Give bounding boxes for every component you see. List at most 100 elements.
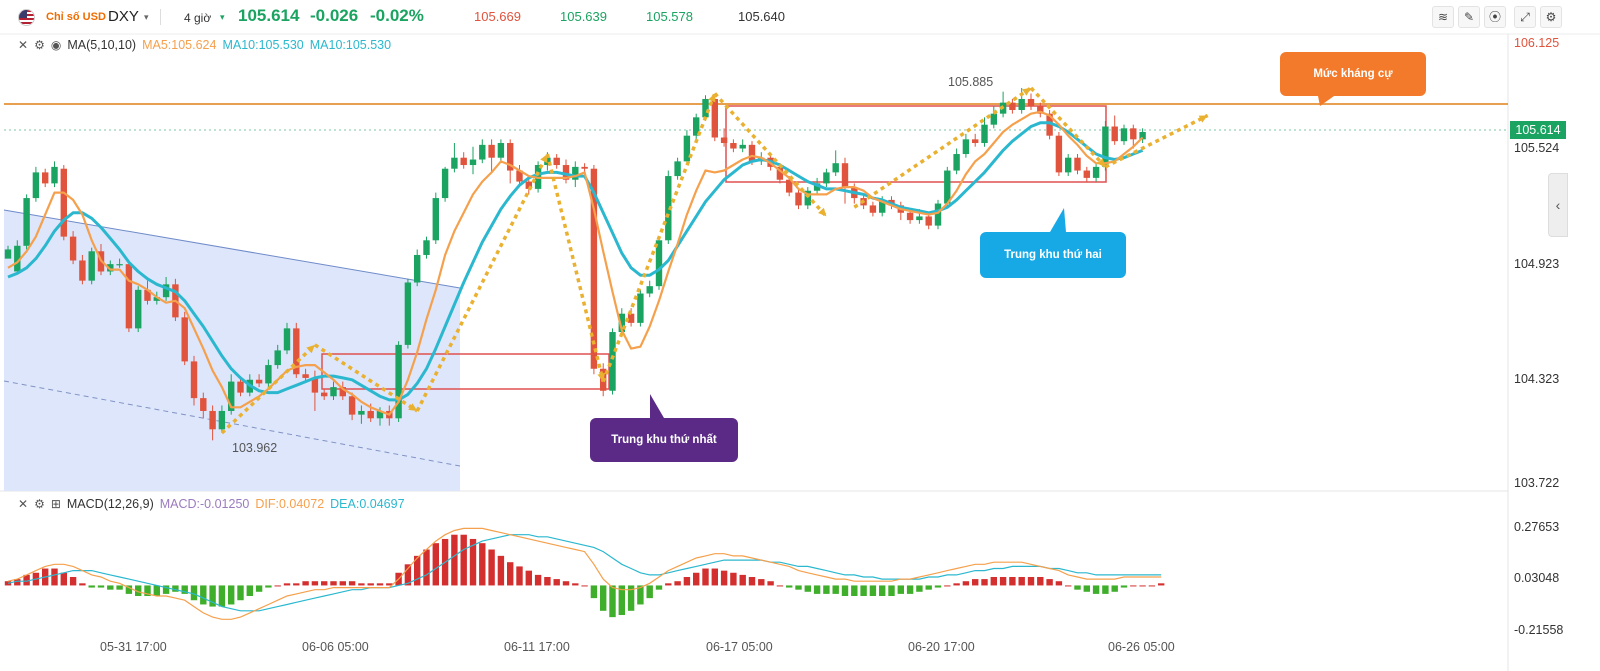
candle[interactable]: [181, 311, 188, 366]
candle[interactable]: [460, 152, 467, 169]
candle[interactable]: [665, 170, 672, 244]
candle[interactable]: [1065, 154, 1072, 177]
candle[interactable]: [144, 280, 151, 305]
candle[interactable]: [497, 139, 505, 162]
candle[interactable]: [730, 139, 737, 153]
candle[interactable]: [1037, 102, 1044, 118]
candle[interactable]: [302, 368, 309, 382]
candle[interactable]: [1130, 124, 1137, 149]
timeframe-selector[interactable]: 4 giờ: [184, 11, 212, 25]
candle[interactable]: [832, 150, 839, 177]
candle[interactable]: [637, 289, 644, 327]
chevron-down-icon[interactable]: ▾: [144, 12, 149, 22]
timeframe-caret-icon[interactable]: ▾: [220, 12, 225, 22]
candle[interactable]: [348, 392, 356, 421]
indicators-icon[interactable]: ⦿: [1484, 6, 1506, 28]
fullscreen-icon[interactable]: ⤢: [1514, 6, 1536, 28]
candle[interactable]: [432, 192, 439, 244]
candle[interactable]: [1111, 115, 1118, 145]
candle[interactable]: [841, 157, 849, 204]
candle[interactable]: [274, 344, 281, 369]
candle[interactable]: [609, 328, 616, 395]
candle[interactable]: [1120, 124, 1128, 145]
candle[interactable]: [823, 168, 830, 188]
candle[interactable]: [1055, 132, 1063, 177]
candle[interactable]: [42, 168, 49, 188]
candle[interactable]: [358, 405, 365, 424]
candle[interactable]: [674, 157, 681, 180]
candle[interactable]: [655, 236, 663, 290]
candle[interactable]: [339, 381, 346, 400]
candle[interactable]: [944, 166, 951, 208]
candle[interactable]: [572, 161, 579, 188]
candle[interactable]: [116, 258, 123, 268]
candle[interactable]: [562, 159, 570, 184]
candle[interactable]: [14, 240, 21, 272]
candle[interactable]: [795, 188, 802, 210]
candle[interactable]: [125, 260, 133, 333]
candle[interactable]: [1092, 163, 1100, 182]
candle[interactable]: [990, 106, 997, 129]
candle[interactable]: [69, 231, 77, 265]
chart-style-icon[interactable]: ≋: [1432, 6, 1454, 28]
symbol-selector[interactable]: DXY: [108, 8, 139, 25]
candle[interactable]: [283, 322, 291, 355]
candle[interactable]: [479, 139, 486, 164]
eye-icon[interactable]: ◉: [50, 38, 62, 52]
candle[interactable]: [404, 278, 412, 349]
candle[interactable]: [107, 260, 114, 276]
candle[interactable]: [646, 280, 653, 298]
collapse-panel-button[interactable]: ‹: [1548, 173, 1568, 237]
candle[interactable]: [693, 113, 700, 140]
candle[interactable]: [981, 117, 988, 147]
candle[interactable]: [553, 154, 560, 169]
candle[interactable]: [423, 236, 430, 259]
candle[interactable]: [999, 91, 1007, 118]
candle[interactable]: [23, 194, 30, 250]
candle[interactable]: [590, 165, 598, 375]
gear-icon[interactable]: ⚙: [34, 38, 45, 52]
candle[interactable]: [469, 146, 477, 175]
expand-icon[interactable]: ⊞: [50, 497, 61, 511]
candle[interactable]: [190, 355, 198, 406]
candle[interactable]: [972, 133, 979, 147]
candle[interactable]: [32, 166, 40, 202]
candle[interactable]: [441, 166, 449, 202]
candle[interactable]: [218, 405, 226, 433]
candle[interactable]: [720, 128, 728, 147]
candle[interactable]: [1083, 166, 1090, 182]
candle[interactable]: [962, 133, 970, 158]
candle[interactable]: [739, 139, 746, 153]
candle[interactable]: [897, 201, 904, 221]
candle[interactable]: [934, 199, 942, 230]
candle[interactable]: [1027, 93, 1035, 110]
candle[interactable]: [4, 245, 12, 259]
candle[interactable]: [395, 341, 402, 422]
candle[interactable]: [79, 254, 86, 285]
close-icon[interactable]: ✕: [18, 38, 29, 52]
candle[interactable]: [88, 247, 95, 285]
gear-icon[interactable]: ⚙: [34, 497, 45, 511]
candle[interactable]: [330, 381, 337, 400]
draw-icon[interactable]: ✎: [1458, 6, 1480, 28]
candle[interactable]: [1009, 98, 1016, 114]
candle[interactable]: [1139, 128, 1146, 144]
candle[interactable]: [953, 148, 960, 175]
candle[interactable]: [265, 359, 272, 388]
candle[interactable]: [414, 249, 421, 287]
candle[interactable]: [1074, 154, 1081, 175]
settings-icon[interactable]: ⚙: [1540, 6, 1562, 28]
close-icon[interactable]: ✕: [18, 497, 29, 511]
candle[interactable]: [135, 286, 142, 333]
candle[interactable]: [451, 143, 458, 173]
candle[interactable]: [293, 322, 300, 378]
candle[interactable]: [507, 139, 514, 184]
candle[interactable]: [209, 405, 216, 441]
candle[interactable]: [488, 139, 495, 173]
candle[interactable]: [321, 388, 328, 400]
candle[interactable]: [200, 392, 207, 419]
candle[interactable]: [255, 374, 263, 388]
candle[interactable]: [683, 130, 691, 166]
candle[interactable]: [51, 161, 58, 188]
